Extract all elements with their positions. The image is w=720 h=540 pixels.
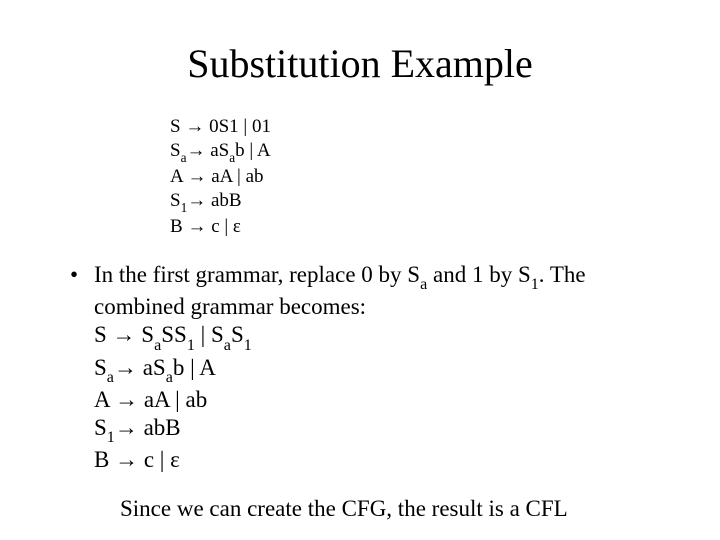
arrow-icon: → xyxy=(115,447,138,472)
bullet-dot: • xyxy=(70,261,94,289)
rule-1-lhs: S xyxy=(170,116,181,137)
slide-title: Substitution Example xyxy=(40,40,680,87)
crule-5-rhs: c | ε xyxy=(144,447,180,472)
crule-3: A → aA | ab xyxy=(94,386,680,414)
arrow-icon: → xyxy=(186,140,205,161)
rule-2-rhs-sub: a xyxy=(229,150,235,165)
bullet-sub-a: a xyxy=(420,276,427,293)
bullet-text: In the first grammar, replace 0 by Sa an… xyxy=(94,261,680,321)
rule-3-rhs: aA | ab xyxy=(211,166,263,187)
crule-4-lhs-sub: 1 xyxy=(107,429,115,446)
crule-1: S → SaSS1 | SaS1 xyxy=(94,321,680,353)
crule-5: B → c | ε xyxy=(94,446,680,474)
crule-1-s3: a xyxy=(224,337,231,354)
rule-2: Sa→ aSab | A xyxy=(170,139,680,165)
bullet-sub-1: 1 xyxy=(531,276,539,293)
arrow-icon: → xyxy=(114,355,137,380)
crule-5-lhs: B xyxy=(94,447,109,472)
rule-4: S1→ abB xyxy=(170,189,680,215)
rule-2-lhs-sub: a xyxy=(181,150,187,165)
crule-2-lhs-sub: a xyxy=(107,369,114,386)
arrow-icon: → xyxy=(187,190,206,211)
rule-3: A → aA | ab xyxy=(170,165,680,189)
arrow-icon: → xyxy=(187,166,206,187)
crule-2-lhs-base: S xyxy=(94,355,107,380)
crule-2-rhs-pre: aS xyxy=(143,355,166,380)
crule-1-p2: SS xyxy=(161,322,187,347)
crule-2-rhs-post: b | A xyxy=(173,355,216,380)
crule-3-rhs: aA | ab xyxy=(144,387,207,412)
closing-text: Since we can create the CFG, the result … xyxy=(120,496,680,522)
arrow-icon: → xyxy=(187,216,206,237)
grammar-original: S → 0S1 | 01 Sa→ aSab | A A → aA | ab S1… xyxy=(170,115,680,239)
bullet-pre: In the first grammar, replace 0 by S xyxy=(94,262,420,287)
crule-4-lhs-base: S xyxy=(94,415,107,440)
bullet-mid: and 1 by S xyxy=(427,262,531,287)
rule-4-lhs-sub: 1 xyxy=(181,200,188,215)
rule-3-lhs: A xyxy=(170,166,183,187)
rule-2-rhs-pre: aS xyxy=(210,140,229,161)
slide: Substitution Example S → 0S1 | 01 Sa→ aS… xyxy=(0,0,720,540)
rule-2-lhs-base: S xyxy=(170,140,181,161)
crule-2-rhs-sub: a xyxy=(166,369,173,386)
rule-1: S → 0S1 | 01 xyxy=(170,115,680,139)
crule-1-p1: S xyxy=(141,322,154,347)
bullet-item: • In the first grammar, replace 0 by Sa … xyxy=(70,261,680,321)
rule-5-lhs: B xyxy=(170,216,183,237)
crule-1-s2: 1 xyxy=(187,337,195,354)
crule-1-s4: 1 xyxy=(244,337,252,354)
crule-2: Sa→ aSab | A xyxy=(94,354,680,386)
arrow-icon: → xyxy=(115,387,138,412)
crule-4: S1→ abB xyxy=(94,414,680,446)
rule-5-rhs: c | ε xyxy=(211,216,241,237)
grammar-combined: S → SaSS1 | SaS1 Sa→ aSab | A A → aA | a… xyxy=(94,321,680,474)
crule-3-lhs: A xyxy=(94,387,109,412)
rule-1-rhs: 0S1 | 01 xyxy=(209,116,271,137)
arrow-icon: → xyxy=(113,322,136,347)
crule-1-lhs: S xyxy=(94,322,107,347)
rule-4-lhs-base: S xyxy=(170,190,181,211)
arrow-icon: → xyxy=(185,116,204,137)
rule-5: B → c | ε xyxy=(170,215,680,239)
rule-4-rhs: abB xyxy=(211,190,242,211)
crule-1-s1: a xyxy=(154,337,161,354)
rule-2-rhs-post: b | A xyxy=(235,140,270,161)
crule-1-p3: | S xyxy=(195,322,224,347)
crule-4-rhs: abB xyxy=(144,415,181,440)
arrow-icon: → xyxy=(115,415,138,440)
crule-1-p4: S xyxy=(231,322,244,347)
